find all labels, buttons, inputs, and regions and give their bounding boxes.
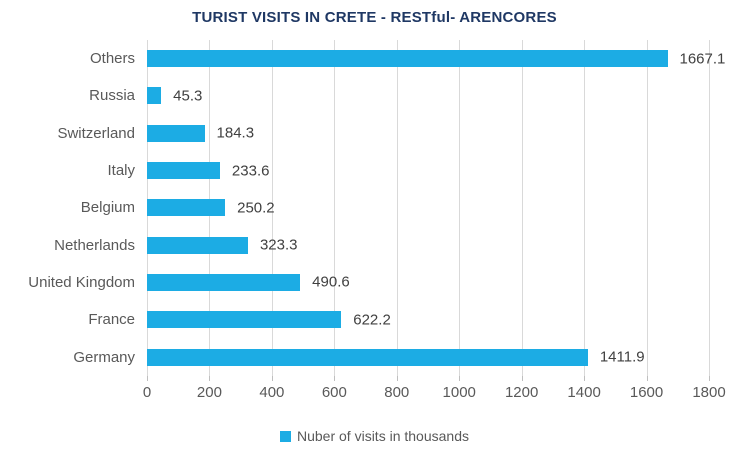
tick-label: 1200 [504, 384, 539, 401]
category-label: Switzerland [57, 124, 135, 142]
tick-mark [209, 376, 211, 381]
bar [147, 273, 301, 291]
category-label: Belgium [80, 199, 135, 217]
value-label: 1411.9 [599, 348, 645, 366]
tick-label: 400 [259, 384, 285, 401]
tick-label: 1600 [629, 384, 664, 401]
bar-row: Belgium 250.2 [0, 189, 709, 226]
bar-track: 45.3 [147, 87, 709, 105]
value-label: 250.2 [237, 199, 275, 217]
x-axis: 0 200 400 600 800 1000 1200 1400 1600 1800 [143, 376, 726, 410]
gridline [709, 40, 710, 376]
tick-mark [709, 376, 710, 381]
bar-row: Russia 45.3 [0, 77, 709, 114]
bar-track: 1667.1 [147, 50, 725, 68]
bar-track: 323.3 [147, 236, 709, 254]
bar [147, 87, 162, 105]
value-label: 45.3 [173, 87, 203, 105]
bar-track: 250.2 [147, 199, 709, 217]
legend-marker-icon [280, 430, 291, 442]
bar-row: Netherlands 323.3 [0, 226, 709, 263]
category-label: Netherlands [54, 236, 135, 254]
tick-mark [396, 376, 398, 381]
tick-mark [334, 376, 336, 381]
tick-mark [584, 376, 586, 381]
tick-label: 1400 [567, 384, 601, 401]
bar-rows: Others 1667.1 Russia 45.3 Switzerland 184.3 It… [0, 40, 725, 376]
tick-label: 1800 [692, 384, 726, 401]
gridline [459, 40, 461, 376]
bar-row: Germany 1411.9 [0, 338, 709, 375]
tick-mark [459, 376, 461, 381]
bar-track: 490.6 [147, 273, 709, 291]
bar [147, 162, 220, 180]
gridline [521, 40, 523, 376]
tick-mark [521, 376, 523, 381]
value-label: 622.2 [353, 311, 391, 329]
category-label: Germany [73, 348, 135, 366]
bar [147, 124, 205, 142]
tick-label: 1000 [442, 384, 476, 401]
tick-label: 600 [321, 384, 347, 401]
tick-mark [147, 376, 148, 381]
tick-mark [271, 376, 273, 381]
tick-mark [646, 376, 648, 381]
bar-row: United Kingdom 490.6 [0, 264, 709, 301]
category-label: Russia [89, 87, 135, 105]
value-label: 184.3 [216, 124, 255, 142]
plot-area: Others 1667.1 Russia 45.3 Switzerland 184.3 It… [0, 40, 725, 376]
gridline [646, 40, 648, 376]
category-label: Others [89, 50, 135, 68]
gridline [396, 40, 398, 376]
gridline [271, 40, 273, 376]
bar-row: Switzerland 184.3 [0, 115, 709, 152]
tick-label: 800 [384, 384, 410, 401]
bar-row: Italy 233.6 [0, 152, 709, 189]
chart-title: TURIST VISITS IN CRETE - RESTful- ARENCO… [192, 9, 557, 26]
category-label: Italy [107, 162, 135, 180]
legend: Nuber of visits in thousands [0, 428, 749, 444]
value-label: 490.6 [312, 273, 350, 291]
value-label: 1667.1 [679, 50, 726, 68]
tick-label: 200 [196, 384, 222, 401]
bar [147, 348, 588, 366]
gridline [584, 40, 586, 376]
legend-label: Nuber of visits in thousands [297, 428, 469, 444]
tick-label: 0 [142, 384, 152, 401]
bar-row: France 622.2 [0, 301, 709, 338]
bar [147, 311, 342, 329]
gridline [334, 40, 336, 376]
bar [147, 50, 668, 68]
bar-row: Others 1667.1 [0, 40, 725, 77]
bar-track: 622.2 [147, 311, 709, 329]
bar-track: 1411.9 [147, 348, 709, 366]
value-label: 233.6 [231, 162, 270, 180]
bar-track: 184.3 [147, 124, 709, 142]
category-label: United Kingdom [28, 273, 135, 291]
category-label: France [88, 311, 135, 329]
bar [147, 199, 226, 217]
bar-track: 233.6 [147, 162, 709, 180]
value-label: 323.3 [259, 236, 298, 254]
bar [147, 236, 248, 254]
